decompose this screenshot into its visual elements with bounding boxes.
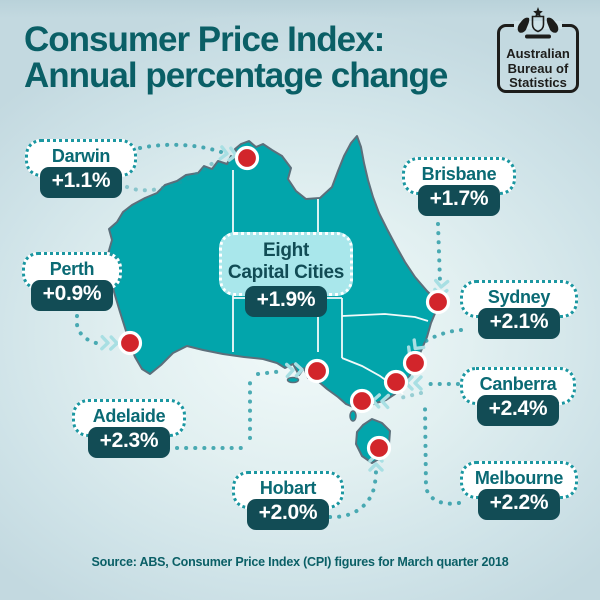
city-value: +2.2% (477, 489, 561, 520)
city-marker-melbourne (349, 388, 375, 414)
city-label-adelaide: Adelaide +2.3% (72, 399, 186, 458)
city-label-brisbane: Brisbane +1.7% (402, 157, 516, 216)
abs-logo-line3: Statistics (509, 75, 567, 91)
page-title-line2: Annual percentage change (24, 56, 448, 96)
chevron-canberra-icon (404, 375, 423, 391)
connector-lines (74, 142, 463, 520)
source-note: Source: ABS, Consumer Price Index (CPI) … (91, 555, 509, 569)
connector-melbourne (423, 405, 461, 506)
aggregate-label: Eight Capital Cities +1.9% (219, 232, 353, 317)
aggregate-name: Eight Capital Cities (219, 232, 353, 296)
coat-of-arms-icon (514, 7, 562, 39)
city-label-hobart: Hobart +2.0% (232, 471, 344, 530)
aggregate-name-line1: Eight (263, 240, 309, 261)
city-value: +2.0% (246, 499, 330, 530)
abs-logo-line2: Bureau of (507, 60, 569, 76)
city-value: +0.9% (30, 280, 114, 311)
city-label-sydney: Sydney +2.1% (460, 280, 578, 339)
page-title: Consumer Price Index: Annual percentage … (24, 20, 448, 96)
connector-melbourne-2 (394, 391, 423, 401)
city-label-perth: Perth +0.9% (22, 252, 122, 311)
city-value: +2.1% (477, 308, 561, 339)
city-marker-canberra (383, 369, 409, 395)
connector-darwin-2 (125, 157, 220, 193)
connector-brisbane (436, 222, 442, 283)
island-kangaroo (286, 376, 300, 384)
connector-darwin (138, 142, 223, 154)
aggregate-name-line2: Capital Cities (227, 262, 345, 284)
city-value: +1.1% (39, 167, 123, 198)
city-marker-hobart (366, 435, 392, 461)
connector-perth (74, 314, 98, 345)
connector-adelaide (175, 369, 286, 450)
city-marker-perth (117, 330, 143, 356)
city-marker-sydney (402, 350, 428, 376)
chevron-perth-icon (100, 335, 119, 351)
city-label-darwin: Darwin +1.1% (25, 139, 137, 198)
abs-logo-line1: Australian (506, 46, 570, 61)
island-king (349, 410, 357, 422)
city-value: +2.4% (476, 395, 560, 426)
city-label-melbourne: Melbourne +2.2% (460, 461, 578, 520)
city-marker-brisbane (425, 289, 451, 315)
city-markers (117, 145, 451, 461)
city-marker-adelaide (304, 358, 330, 384)
connector-hobart (328, 466, 378, 520)
city-value: +2.3% (87, 427, 171, 458)
city-value: +1.7% (417, 185, 501, 216)
page-title-line1: Consumer Price Index: (24, 20, 385, 59)
city-label-canberra: Canberra +2.4% (460, 367, 576, 426)
city-marker-darwin (234, 145, 260, 171)
aggregate-value: +1.9% (244, 285, 328, 317)
